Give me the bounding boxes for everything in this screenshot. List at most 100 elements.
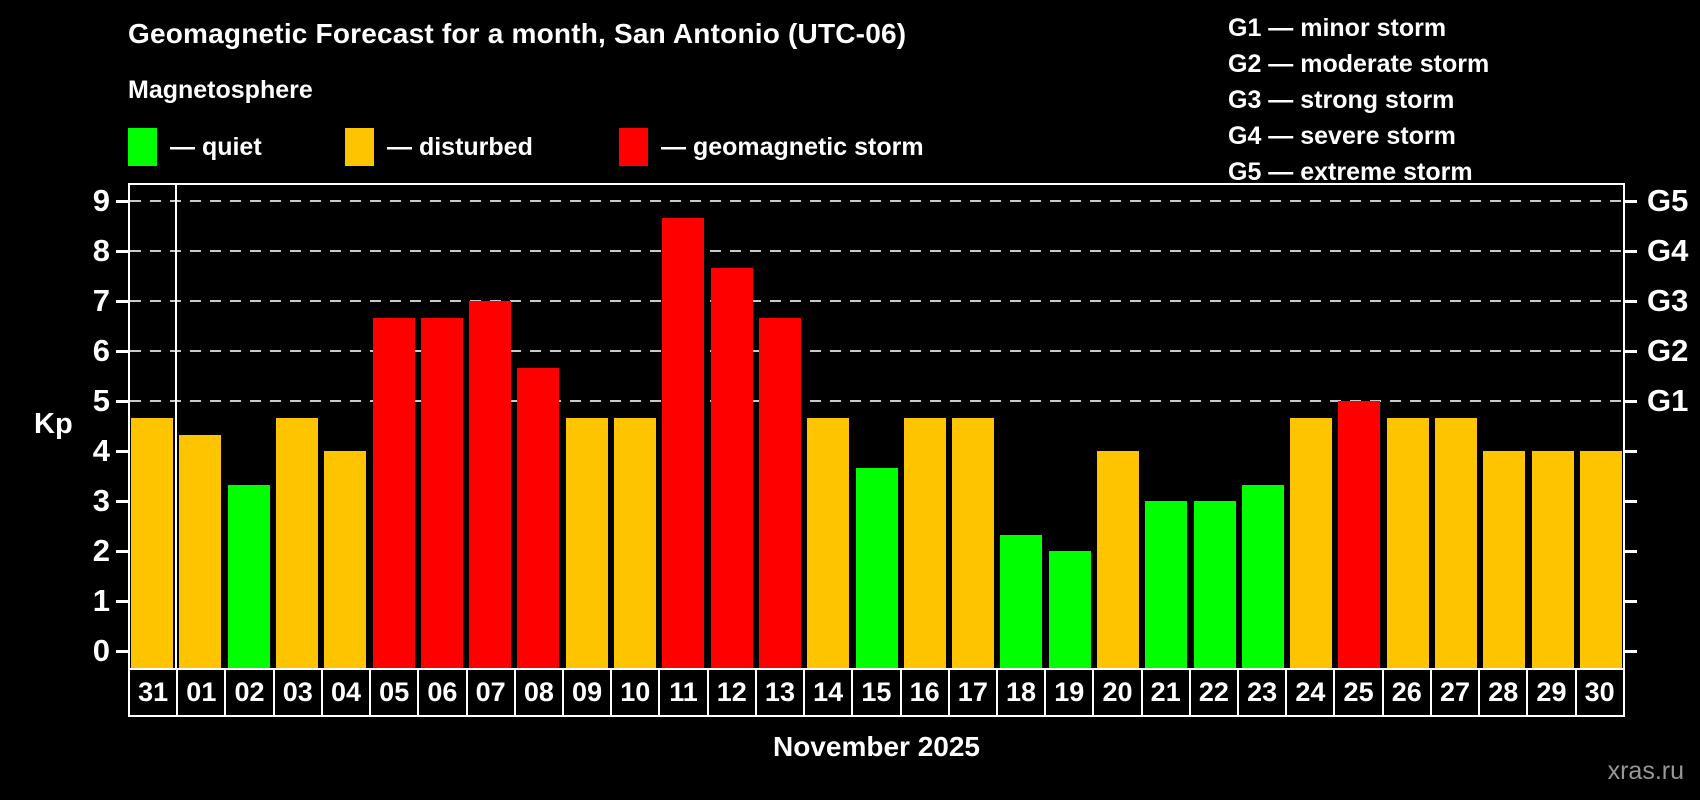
day-label-11: 11 (658, 670, 706, 715)
y-tick-label-1: 1 (92, 583, 110, 618)
y-axis-title-kp: Kp (34, 408, 73, 440)
g-scale-label-G3: G3 (1647, 283, 1689, 318)
g-scale-label-G1: G1 (1647, 383, 1689, 418)
kp-bar-day-28 (1483, 451, 1526, 668)
y-axis-tick-right-2 (1625, 550, 1637, 553)
kp-bar-day-19 (1048, 551, 1091, 668)
kp-bar-day-10 (614, 417, 657, 668)
kp-bar-day-17 (952, 417, 995, 668)
month-separator-line (175, 183, 178, 668)
kp-bar-day-01 (179, 434, 222, 668)
kp-bar-day-04 (324, 451, 367, 668)
day-label-24: 24 (1285, 670, 1333, 715)
kp-bar-day-31 (131, 417, 174, 668)
day-label-29: 29 (1526, 670, 1574, 715)
y-axis-tick-left-4 (116, 450, 128, 453)
kp-bar-day-26 (1386, 417, 1429, 668)
y-axis-tick-right-4 (1625, 450, 1637, 453)
y-tick-label-4: 4 (92, 433, 110, 468)
kp-bar-day-08 (517, 367, 560, 668)
chart-title: Geomagnetic Forecast for a month, San An… (128, 18, 907, 49)
kp-bar-day-06 (420, 317, 463, 668)
day-label-12: 12 (706, 670, 755, 715)
y-tick-label-3: 3 (92, 483, 110, 518)
kp-bar-day-02 (227, 484, 270, 668)
kp-status-legend: — quiet — disturbed — geomagnetic storm (128, 128, 1028, 168)
legend-label-quiet: — quiet (170, 132, 262, 161)
y-axis-tick-right-3 (1625, 500, 1637, 503)
day-label-06: 06 (417, 670, 465, 715)
day-label-30: 30 (1574, 670, 1623, 715)
kp-bar-day-22 (1193, 501, 1236, 668)
day-label-05: 05 (369, 670, 417, 715)
legend-item-disturbed: — disturbed (345, 128, 533, 166)
y-axis-tick-right-5 (1625, 400, 1637, 403)
kp-bar-day-29 (1531, 451, 1574, 668)
g-scale-label-G5: G5 (1647, 183, 1689, 218)
kp-bar-day-12 (710, 267, 753, 668)
kp-bar-day-25 (1338, 401, 1381, 668)
storm-scale-line-3: G3 — strong storm (1228, 86, 1455, 114)
day-label-21: 21 (1140, 670, 1189, 715)
y-axis-tick-right-1 (1625, 600, 1637, 603)
y-tick-label-5: 5 (92, 383, 110, 418)
day-label-25: 25 (1333, 670, 1381, 715)
kp-bar-day-23 (1241, 484, 1284, 668)
storm-scale-line-1: G1 — minor storm (1228, 14, 1447, 42)
y-axis-tick-left-1 (116, 600, 128, 603)
storm-scale-legend: G1 — minor storm G2 — moderate storm G3 — … (1228, 12, 1489, 192)
kp-bar-day-21 (1145, 501, 1188, 668)
kp-bar-day-27 (1434, 417, 1477, 668)
legend-item-storm: — geomagnetic storm (619, 128, 924, 166)
kp-bar-day-09 (565, 417, 608, 668)
day-label-17: 17 (947, 670, 996, 715)
y-axis-tick-right-9 (1625, 200, 1637, 203)
g-scale-label-G2: G2 (1647, 333, 1689, 368)
storm-scale-line-5: G5 — extreme storm (1228, 158, 1473, 186)
plot-border-left (128, 183, 130, 668)
y-tick-label-9: 9 (92, 183, 110, 218)
day-label-15: 15 (851, 670, 899, 715)
kp-bar-day-20 (1096, 451, 1139, 668)
kp-bar-day-11 (662, 217, 705, 668)
day-label-28: 28 (1478, 670, 1526, 715)
watermark-xras: xras.ru (1607, 757, 1684, 785)
y-axis-tick-left-9 (116, 200, 128, 203)
gridline-kp-8 (130, 250, 1623, 252)
kp-bar-day-13 (758, 317, 801, 668)
kp-bar-day-03 (276, 417, 319, 668)
gridline-kp-5 (130, 400, 1623, 402)
gridline-kp-7 (130, 300, 1623, 302)
y-tick-label-0: 0 (92, 633, 110, 668)
storm-swatch (619, 128, 648, 166)
y-axis-tick-left-0 (116, 650, 128, 653)
quiet-swatch (128, 128, 157, 166)
day-label-23: 23 (1237, 670, 1285, 715)
day-label-02: 02 (224, 670, 272, 715)
kp-bar-day-14 (807, 417, 850, 668)
day-label-18: 18 (995, 670, 1044, 715)
day-label-20: 20 (1092, 670, 1140, 715)
kp-bar-day-30 (1579, 451, 1622, 668)
kp-bar-day-24 (1290, 417, 1333, 668)
day-label-14: 14 (803, 670, 851, 715)
storm-scale-line-4: G4 — severe storm (1228, 122, 1456, 150)
y-tick-label-6: 6 (92, 333, 110, 368)
day-label-08: 08 (513, 670, 562, 715)
y-axis-tick-right-0 (1625, 650, 1637, 653)
y-axis-tick-right-6 (1625, 350, 1637, 353)
y-axis-tick-left-2 (116, 550, 128, 553)
y-axis-tick-left-6 (116, 350, 128, 353)
day-label-01: 01 (176, 670, 224, 715)
y-axis-tick-left-8 (116, 250, 128, 253)
x-axis-month-label: November 2025 (772, 731, 980, 762)
disturbed-swatch (345, 128, 374, 166)
legend-item-quiet: — quiet (128, 128, 262, 166)
day-label-10: 10 (610, 670, 658, 715)
storm-scale-line-2: G2 — moderate storm (1228, 50, 1490, 78)
y-tick-label-2: 2 (92, 533, 110, 568)
gridline-kp-9 (130, 200, 1623, 202)
y-axis-tick-left-7 (116, 300, 128, 303)
plot-border-top (128, 183, 1625, 185)
